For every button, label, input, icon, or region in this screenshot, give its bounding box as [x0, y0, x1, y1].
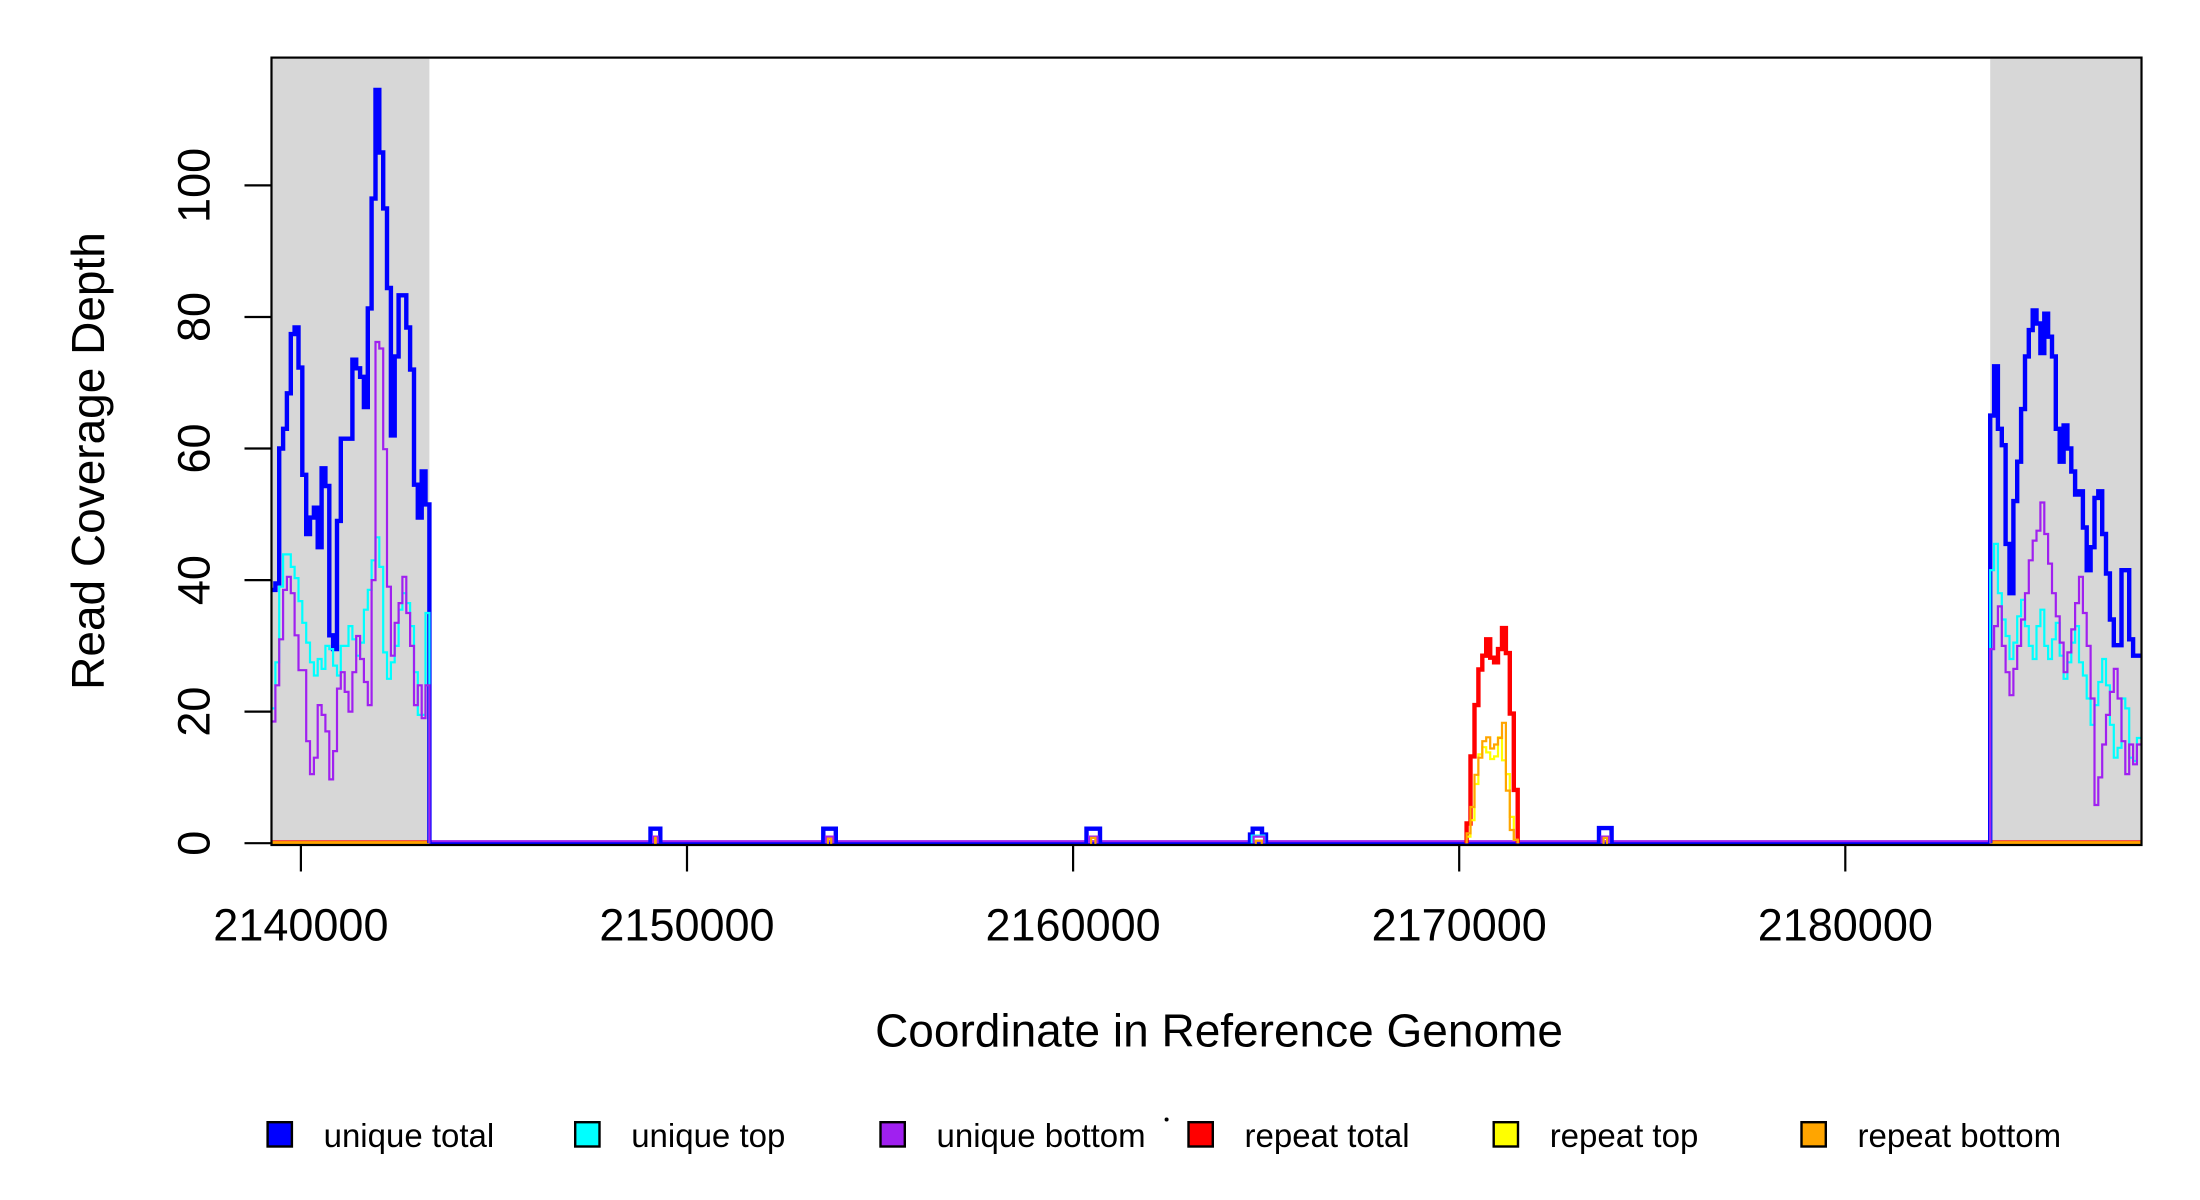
svg-text:unique total: unique total: [324, 1117, 495, 1154]
svg-text:2180000: 2180000: [1758, 900, 1933, 951]
svg-text:20: 20: [169, 687, 220, 737]
svg-text:Coordinate in Reference Genome: Coordinate in Reference Genome: [875, 1004, 1563, 1056]
svg-text:2150000: 2150000: [599, 900, 774, 951]
svg-text:repeat bottom: repeat bottom: [1858, 1117, 2062, 1154]
svg-text:0: 0: [169, 831, 220, 856]
svg-text:unique top: unique top: [631, 1117, 785, 1154]
svg-text:2160000: 2160000: [985, 900, 1160, 951]
svg-text:2140000: 2140000: [213, 900, 388, 951]
svg-text:2170000: 2170000: [1372, 900, 1547, 951]
svg-text:repeat total: repeat total: [1245, 1117, 1410, 1154]
svg-text:80: 80: [169, 292, 220, 342]
svg-text:unique bottom: unique bottom: [937, 1117, 1146, 1154]
svg-text:60: 60: [169, 423, 220, 473]
svg-text:Read Coverage Depth: Read Coverage Depth: [62, 232, 114, 690]
svg-text:repeat top: repeat top: [1550, 1117, 1699, 1154]
svg-text:40: 40: [169, 555, 220, 605]
svg-text:100: 100: [169, 148, 220, 223]
